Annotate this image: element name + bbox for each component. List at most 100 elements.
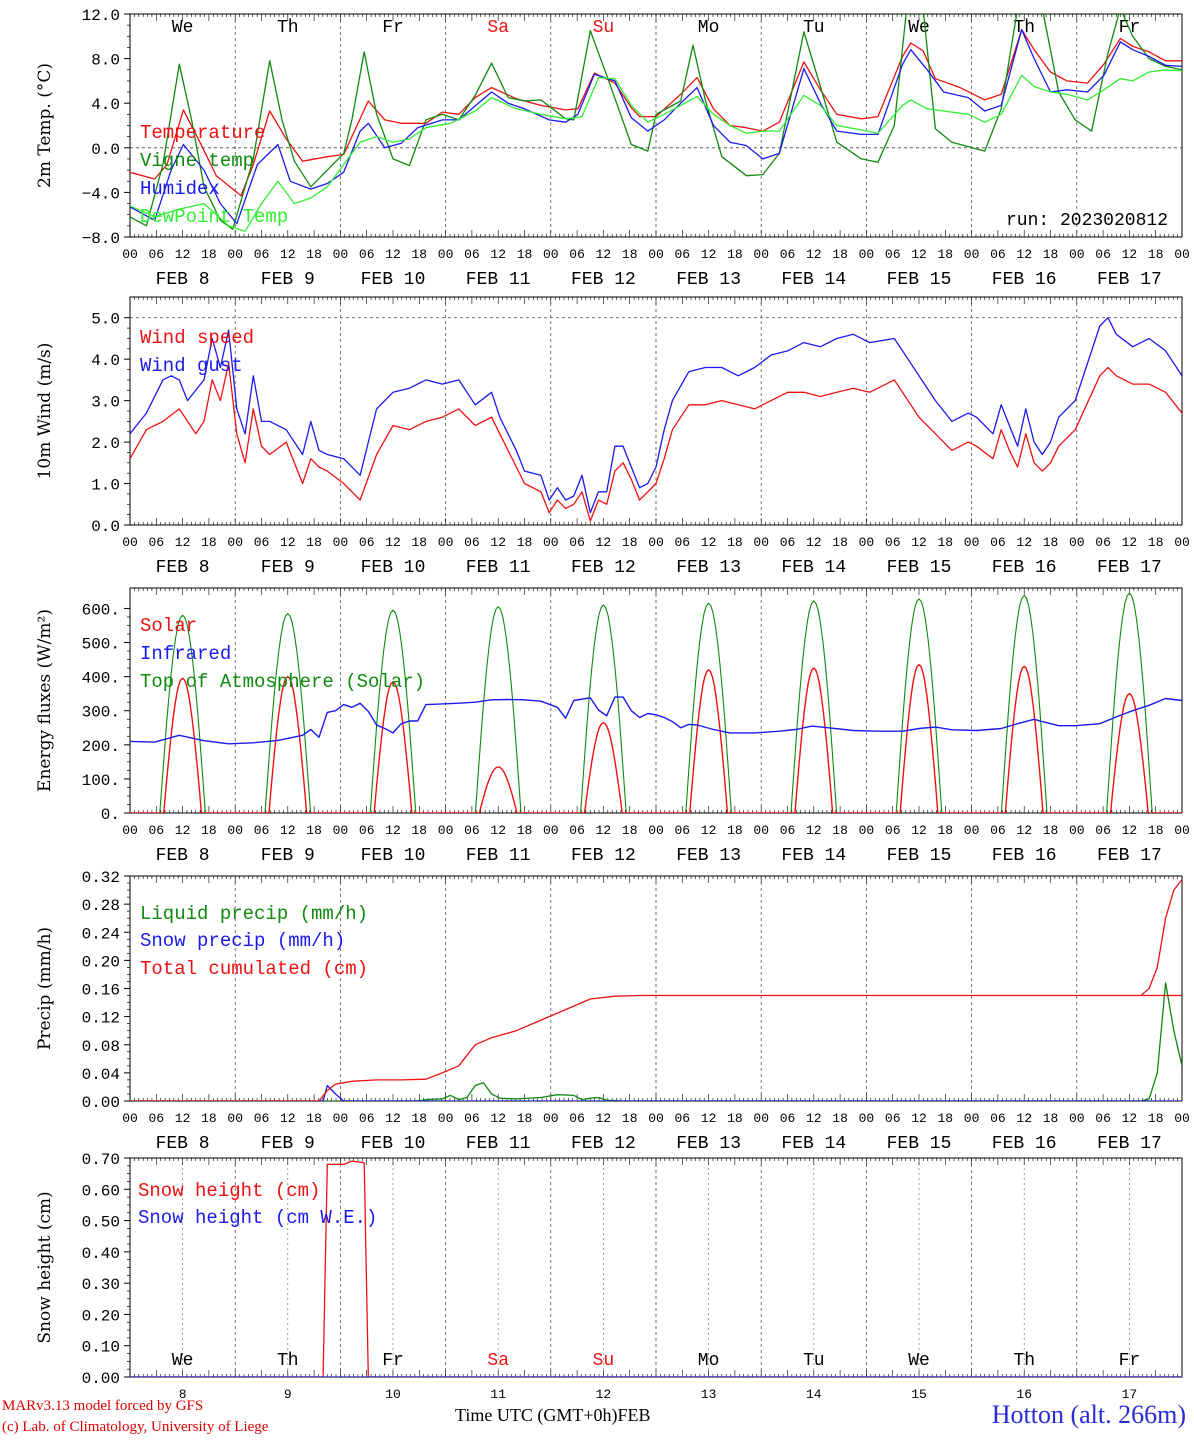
y-tick-label: 0.70 [82,1151,120,1169]
date-label: FEB 10 [361,846,426,866]
day-number-label: 11 [490,1387,506,1402]
hour-tick-label: 12 [385,535,401,550]
hour-tick-label: 12 [806,535,822,550]
date-label: FEB 16 [992,846,1057,866]
weekday-label: We [172,18,194,38]
hour-tick-label: 18 [832,823,848,838]
hour-tick-label: 12 [175,823,191,838]
y-tick-label: 0.04 [82,1066,120,1084]
y-tick-label: 0.00 [82,1370,120,1388]
hour-tick-label: 18 [622,823,638,838]
hour-tick-label: 00 [227,535,243,550]
hour-tick-label: 12 [175,535,191,550]
hour-tick-label: 18 [1148,1111,1164,1126]
hour-tick-label: 06 [148,823,164,838]
hour-tick-label: 00 [438,1111,454,1126]
hour-tick-label: 06 [885,823,901,838]
date-label: FEB 16 [992,270,1057,290]
hour-tick-label: 00 [753,1111,769,1126]
panel-5: 0.70 0.60 0.50 0.40 0.30 0.20 0.10 0.00 Snow hei… [35,1151,1183,1402]
y-tick-label: 600. [82,601,120,619]
hour-tick-label: 06 [359,247,375,262]
hour-tick-label: 18 [201,823,217,838]
date-label: FEB 15 [887,270,952,290]
hour-tick-label: 18 [727,1111,743,1126]
weekday-label: Su [593,18,615,38]
series-snow-height-cm- [130,1160,1182,1377]
y-axis-label: Snow height (cm) [35,1191,55,1343]
hour-tick-label: 12 [1122,535,1138,550]
hour-tick-label: 18 [1043,247,1059,262]
hour-tick-label: 00 [1069,823,1085,838]
hour-tick-label: 18 [937,535,953,550]
series-group [130,1160,1182,1377]
hour-tick-label: 12 [385,1111,401,1126]
hour-tick-label: 18 [517,247,533,262]
hour-tick-label: 12 [596,247,612,262]
hour-tick-label: 12 [175,247,191,262]
hour-tick-label: 06 [148,247,164,262]
day-number-label: 16 [1016,1387,1032,1402]
hour-tick-label: 18 [411,535,427,550]
weekday-label: Fr [1119,1351,1141,1371]
weekday-label: Mo [698,18,720,38]
hour-tick-label: 06 [148,1111,164,1126]
hour-tick-label: 12 [1122,1111,1138,1126]
hour-tick-label: 18 [517,823,533,838]
date-label: FEB 13 [676,270,741,290]
time-axis-text: Time UTC (GMT+0h) [455,1405,618,1425]
hour-tick-label: 06 [674,1111,690,1126]
weekday-label: We [172,1351,194,1371]
series-solar [130,663,1182,813]
hour-tick-label: 12 [911,823,927,838]
hour-tick-label: 06 [780,247,796,262]
hour-tick-label: 06 [780,1111,796,1126]
hour-tick-label: 00 [648,535,664,550]
date-label: FEB 16 [992,1134,1057,1154]
y-tick-label: 500. [82,636,120,654]
weekday-label: Th [1013,1351,1035,1371]
date-label: FEB 14 [781,1134,846,1154]
hour-tick-label: 18 [622,1111,638,1126]
y-tick-label: 3.0 [91,394,120,412]
date-label: FEB 13 [676,846,741,866]
hour-tick-label: 18 [1043,1111,1059,1126]
hour-tick-label: 00 [438,247,454,262]
panel-4: 0.32 0.28 0.24 0.20 0.16 0.12 0.08 0.04 0.00 Prec… [35,869,1190,1154]
legend-entry: Snow precip (mm/h) [140,930,345,952]
hour-tick-label: 18 [832,1111,848,1126]
hour-tick-label: 06 [359,535,375,550]
y-tick-label: 8.0 [91,52,120,70]
weekday-label: Th [277,18,299,38]
hour-tick-label: 06 [464,1111,480,1126]
day-number-label: 8 [179,1387,187,1402]
date-label: FEB 8 [156,846,210,866]
y-tick-label: 0.16 [82,982,120,1000]
y-tick-label: 0.50 [82,1214,120,1232]
hour-tick-label: 12 [385,247,401,262]
date-label: FEB 9 [261,846,315,866]
y-axis-label: Precip (mm/h) [35,927,55,1050]
y-tick-label: 0.24 [82,925,120,943]
hour-tick-label: 00 [964,1111,980,1126]
y-axis-label: Energy fluxes (W/m²) [35,609,55,792]
date-label: FEB 13 [676,1134,741,1154]
weekday-label: Sa [487,18,509,38]
legend-entry: Solar [140,615,197,637]
date-label: FEB 15 [887,1134,952,1154]
date-label: FEB 16 [992,558,1057,578]
hour-tick-label: 06 [990,535,1006,550]
hour-tick-label: 00 [1174,535,1190,550]
hour-tick-label: 12 [385,823,401,838]
hour-tick-label: 18 [201,247,217,262]
hour-tick-label: 18 [411,1111,427,1126]
hour-tick-label: 06 [990,823,1006,838]
weekday-label: We [908,1351,930,1371]
y-tick-label: −4.0 [82,185,120,203]
y-tick-label: 0.00 [82,1094,120,1112]
hour-tick-label: 18 [201,1111,217,1126]
y-tick-label: 0.0 [91,518,120,536]
hour-tick-label: 06 [1095,247,1111,262]
y-tick-label: 0.20 [82,1307,120,1325]
hour-tick-label: 00 [227,1111,243,1126]
